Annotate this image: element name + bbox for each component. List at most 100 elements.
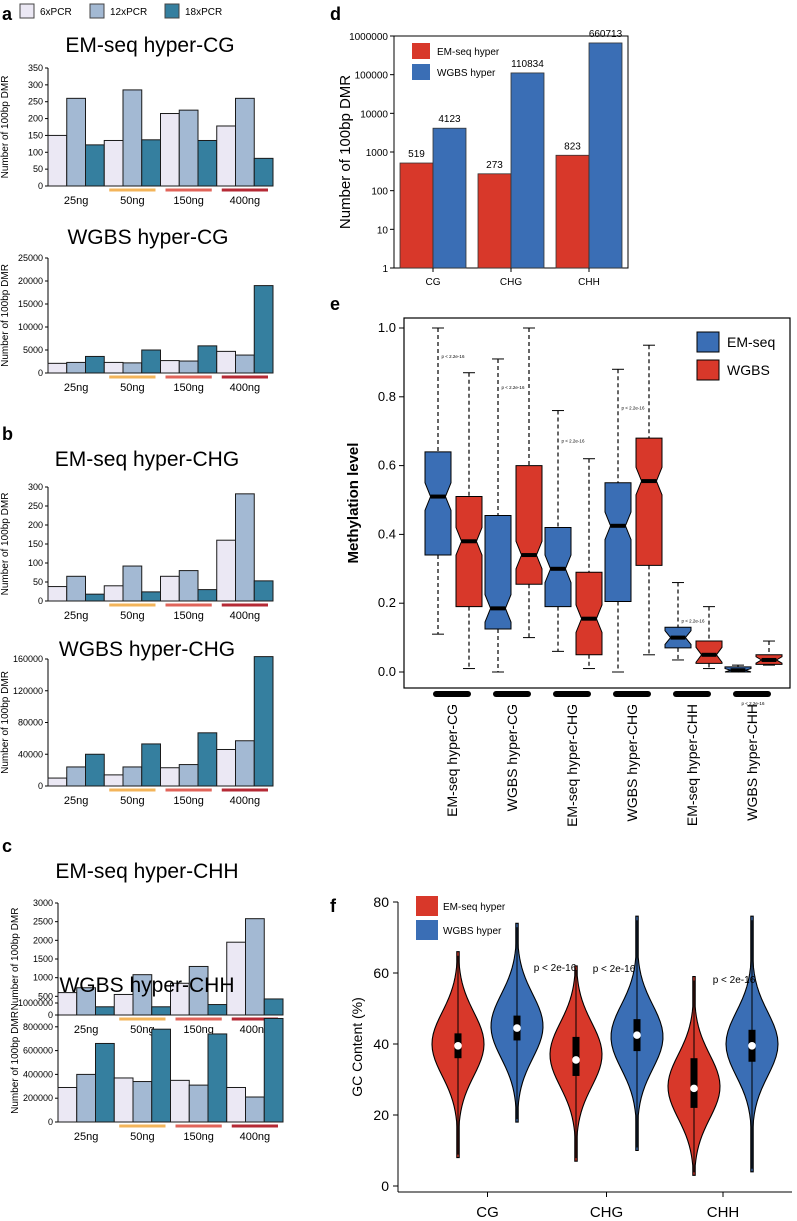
y-tick-label: 100 [28,147,43,157]
y-tick-label: 1000000 [18,998,53,1008]
x-tick-label: EM-seq hyper-CG [444,704,460,817]
bar-12xPCR-25ng [76,987,96,1016]
p-value-label: p < 2.2e-16 [622,405,645,410]
y-tick-label: 0.6 [378,458,396,473]
x-tick-label: WGBS hyper-CHG [624,704,640,821]
y-tick-label: 100000 [355,71,389,82]
y-axis-label: Number of 100bp DMR [0,493,11,596]
violin-iqr [690,1058,698,1108]
bar-EM-seq hyper-CG [399,162,434,269]
y-tick-label: 0.2 [378,595,396,610]
x-tick-label: CG [426,277,441,288]
x-tick-label: 400ng [240,1024,271,1036]
bar-6xPCR-150ng [160,767,180,787]
bar-18xPCR-400ng [253,656,274,787]
box-EM-seq [604,482,632,602]
x-tick-label: 150ng [183,1024,214,1036]
legend-swatch-EM-seq hyper [412,43,430,59]
chart-title: EM-seq hyper-CHG [55,448,239,471]
x-tick-label: CHH [578,277,600,288]
p-value-label: p < 2.2e-16 [502,385,525,390]
bar-18xPCR-50ng [141,139,161,187]
bar-6xPCR-400ng [216,748,236,787]
x-tick-label: 25ng [64,382,88,394]
y-tick-label: 1000 [366,148,389,159]
y-tick-label: 20000 [18,276,43,286]
x-tick-label: 400ng [230,382,261,394]
bar-12xPCR-50ng [122,565,143,602]
y-tick-label: 300 [28,80,43,90]
x-tick-label: CHG [500,277,522,288]
x-tick-label: 150ng [173,795,204,807]
bar-18xPCR-25ng [95,1042,115,1123]
y-tick-label: 40000 [18,749,43,759]
value-label: 519 [408,149,425,160]
bar-18xPCR-400ng [253,285,274,374]
x-tick-label: WGBS hyper-CHH [744,704,760,821]
legend-label: EM-seq hyper [443,902,506,913]
x-tick-label: 25ng [74,1024,98,1036]
y-tick-label: 800000 [23,1022,53,1032]
y-tick-label: 60 [373,965,389,981]
y-tick-label: 1000000 [349,32,388,43]
y-axis-label: Number of 100bp DMR [0,76,11,179]
bar-12xPCR-25ng [66,97,86,187]
y-tick-label: 25000 [18,253,43,263]
bar-12xPCR-25ng [66,766,86,787]
chart-b1: EM-seq hyper-CHG 0 50 100 150 200 250 300 Number… [0,448,274,622]
y-tick-label: 15000 [18,299,43,309]
y-tick-label: 200000 [23,1093,53,1103]
y-tick-label: 80 [373,894,389,910]
legend-swatch-12xPCR [89,3,105,19]
bar-WGBS hyper-CHH [588,42,623,269]
x-tick-label: 25ng [74,1131,98,1143]
y-tick-label: 1.0 [378,320,396,335]
bar-6xPCR-50ng [103,139,124,187]
y-axis-label: Number of 100bp DMR [0,264,11,367]
bar-18xPCR-400ng [263,998,284,1016]
legend-label: EM-seq hyper [437,47,500,58]
y-tick-label: 350 [28,63,43,73]
violin-median [454,1041,462,1050]
chart-title: EM-seq hyper-CHH [55,860,238,883]
chart-title: WGBS hyper-CHH [59,974,234,997]
bar-18xPCR-150ng [197,589,218,602]
bar-6xPCR-400ng [216,125,236,187]
bar-18xPCR-150ng [197,139,218,187]
y-tick-label: 40 [373,1036,389,1052]
bar-18xPCR-25ng [85,753,105,787]
value-label: 273 [486,160,503,171]
violin-median [690,1084,698,1093]
y-tick-label: 160000 [13,654,43,664]
y-tick-label: 400000 [23,1069,53,1079]
y-tick-label: 300 [28,482,43,492]
panel-label-c: c [2,836,12,856]
y-tick-label: 10 [377,225,389,236]
y-tick-label: 600000 [23,1046,53,1056]
bar-12xPCR-150ng [178,360,199,374]
bar-6xPCR-150ng [170,1079,190,1123]
bar-6xPCR-25ng [47,586,68,602]
bar-12xPCR-400ng [245,918,265,1016]
y-tick-label: 250 [28,501,43,511]
box-WGBS [635,437,663,566]
y-tick-label: 5000 [23,345,43,355]
y-tick-label: 100 [28,558,43,568]
y-tick-label: 10000 [18,322,43,332]
bar-12xPCR-400ng [245,1096,265,1123]
y-tick-label: 1500 [33,954,53,964]
y-axis-label: Number of 100bp DMR [10,1011,21,1114]
x-tick-label: 400ng [230,610,261,622]
bar-6xPCR-50ng [103,774,124,787]
bar-6xPCR-400ng [226,1086,246,1123]
x-tick-label: 25ng [64,610,88,622]
x-tick-label: EM-seq hyper-CHG [564,704,580,827]
legend-swatch-WGBS hyper [416,920,438,940]
p-value-label: p < 2e-16 [713,975,756,986]
panel-label-a: a [2,4,13,24]
panel-label-f: f [330,896,337,916]
bar-18xPCR-400ng [253,157,274,187]
bar-6xPCR-150ng [160,113,180,187]
value-label: 110834 [511,59,544,70]
bar-6xPCR-25ng [47,362,68,374]
